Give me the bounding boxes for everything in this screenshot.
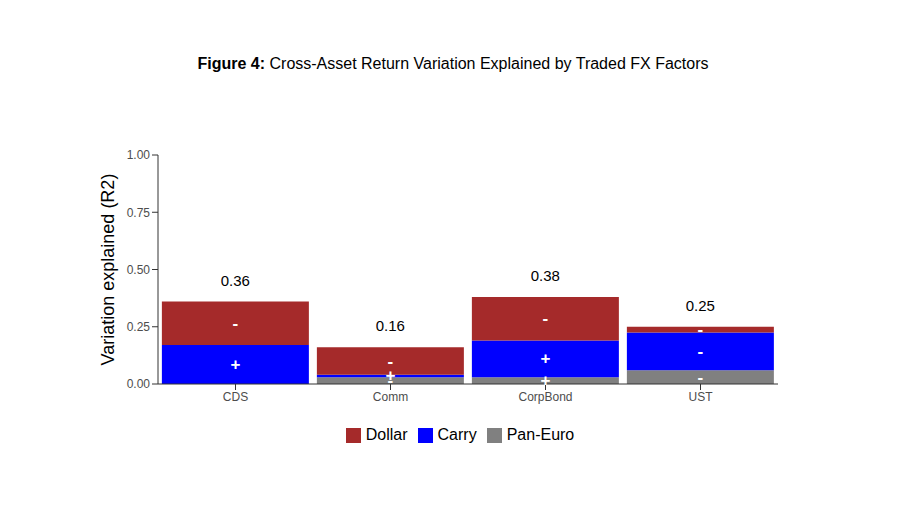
svg-text:Comm: Comm [373,390,408,404]
svg-text:-: - [233,314,239,333]
svg-text:CorpBond: CorpBond [518,390,572,404]
svg-text:-: - [698,342,704,361]
svg-text:+: + [540,371,550,390]
html-text:Dollar: Dollar [365,426,408,443]
svg-text:1.00: 1.00 [127,148,151,162]
svg-text:-: - [698,368,704,387]
svg-text:0.25: 0.25 [127,320,151,334]
svg-text:Variation explained (R2): Variation explained (R2) [98,174,118,366]
html-text:Figure 4: Cross-Asset Return V: Figure 4: Cross-Asset Return Variation E… [197,55,709,72]
svg-text:0.25: 0.25 [686,297,715,314]
svg-text:+: + [540,349,550,368]
svg-text:0.16: 0.16 [376,317,405,334]
svg-text:-: - [698,320,704,339]
svg-text:-: - [543,309,549,328]
svg-text:0.36: 0.36 [221,272,250,289]
svg-text:0.00: 0.00 [127,377,151,391]
svg-text:+: + [230,355,240,374]
svg-text:-: - [388,352,394,371]
svg-text:CDS: CDS [223,390,248,404]
svg-text:0.50: 0.50 [127,263,151,277]
html-text:Pan-Euro: Pan-Euro [506,426,575,443]
svg-text:0.75: 0.75 [127,206,151,220]
html-text:Carry: Carry [437,426,477,443]
svg-text:UST: UST [689,390,714,404]
svg-text:0.38: 0.38 [531,267,560,284]
